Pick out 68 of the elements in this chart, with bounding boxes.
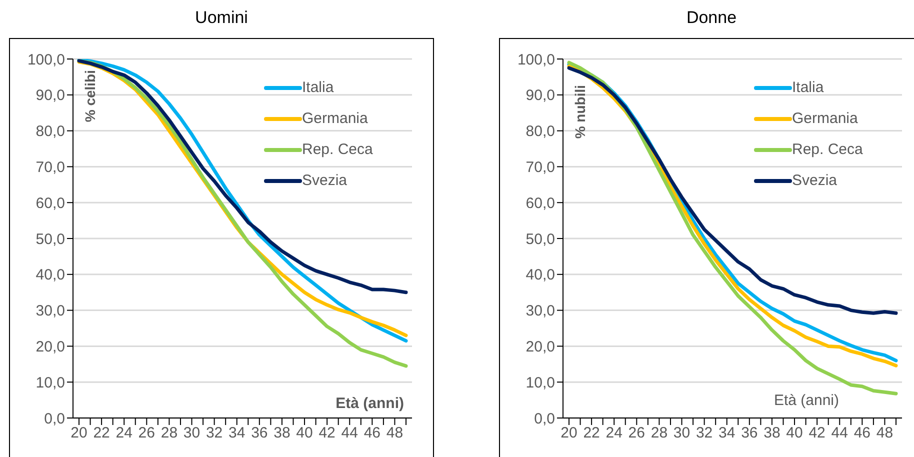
y-tick-label: 90,0 <box>36 87 65 104</box>
y-tick-label: 40,0 <box>526 266 555 284</box>
y-axis-title: % nubili <box>572 85 588 139</box>
x-tick-label: 26 <box>628 424 645 442</box>
legend-label: Germania <box>302 110 368 127</box>
x-tick-label: 30 <box>183 424 200 442</box>
legend-label: Italia <box>792 79 824 96</box>
y-axis-title: % celibi <box>82 70 98 122</box>
y-tick-label: 80,0 <box>36 123 65 140</box>
line-series <box>77 59 408 294</box>
line-series <box>567 66 898 315</box>
y-tick-label: 40,0 <box>36 266 65 284</box>
x-tick-label: 48 <box>386 424 404 442</box>
y-tick-label: 60,0 <box>526 194 555 212</box>
x-tick-label: 30 <box>673 424 690 442</box>
chart-title: Donne <box>685 8 738 28</box>
x-tick-label: 48 <box>876 424 894 442</box>
x-tick-label: 22 <box>93 424 110 442</box>
y-tick-label: 100,0 <box>517 51 555 68</box>
legend-label: Svezia <box>792 172 838 189</box>
x-tick-label: 42 <box>808 424 826 442</box>
x-tick-label: 44 <box>341 424 358 442</box>
y-tick-label: 100,0 <box>27 51 65 68</box>
y-tick-label: 70,0 <box>526 159 555 176</box>
x-tick-label: 20 <box>70 424 88 442</box>
y-tick-label: 80,0 <box>526 123 555 140</box>
x-tick-label: 46 <box>854 424 871 442</box>
x-tick-label: 24 <box>116 424 132 442</box>
x-tick-label: 44 <box>831 424 848 442</box>
y-tick-label: 10,0 <box>36 374 65 392</box>
legend-label: Rep. Ceca <box>302 141 373 158</box>
x-axis-title: Età (anni) <box>336 395 404 412</box>
x-tick-label: 28 <box>160 424 178 442</box>
x-tick-label: 32 <box>206 424 223 442</box>
y-tick-label: 20,0 <box>526 338 555 356</box>
y-tick-label: 30,0 <box>36 302 65 320</box>
y-tick-label: 60,0 <box>36 194 65 212</box>
x-tick-label: 40 <box>786 424 803 442</box>
y-tick-label: 70,0 <box>36 159 65 176</box>
legend-label: Italia <box>302 79 334 96</box>
x-tick-label: 38 <box>274 424 290 442</box>
legend-label: Svezia <box>302 172 348 189</box>
x-tick-label: 34 <box>718 424 736 442</box>
x-tick-label: 24 <box>606 424 622 442</box>
x-tick-label: 22 <box>583 424 600 442</box>
y-tick-label: 0,0 <box>534 410 555 428</box>
x-tick-label: 20 <box>560 424 578 442</box>
x-tick-label: 28 <box>650 424 668 442</box>
y-tick-label: 20,0 <box>36 338 65 356</box>
chart-title: Uomini <box>194 8 249 28</box>
y-tick-label: 10,0 <box>526 374 555 392</box>
x-tick-label: 34 <box>228 424 246 442</box>
legend-label: Rep. Ceca <box>792 141 863 158</box>
y-tick-label: 50,0 <box>526 230 555 248</box>
x-tick-label: 38 <box>764 424 780 442</box>
x-tick-label: 40 <box>296 424 313 442</box>
x-tick-label: 46 <box>364 424 381 442</box>
y-tick-label: 0,0 <box>44 410 65 428</box>
y-tick-label: 50,0 <box>36 230 65 248</box>
x-tick-label: 36 <box>741 424 758 442</box>
x-tick-label: 42 <box>318 424 336 442</box>
x-tick-label: 26 <box>138 424 155 442</box>
x-tick-label: 32 <box>696 424 713 442</box>
x-axis-title: Età (anni) <box>774 392 839 409</box>
y-tick-label: 30,0 <box>526 302 555 320</box>
legend-label: Germania <box>792 110 858 127</box>
x-tick-label: 36 <box>251 424 268 442</box>
y-tick-label: 90,0 <box>526 87 555 104</box>
